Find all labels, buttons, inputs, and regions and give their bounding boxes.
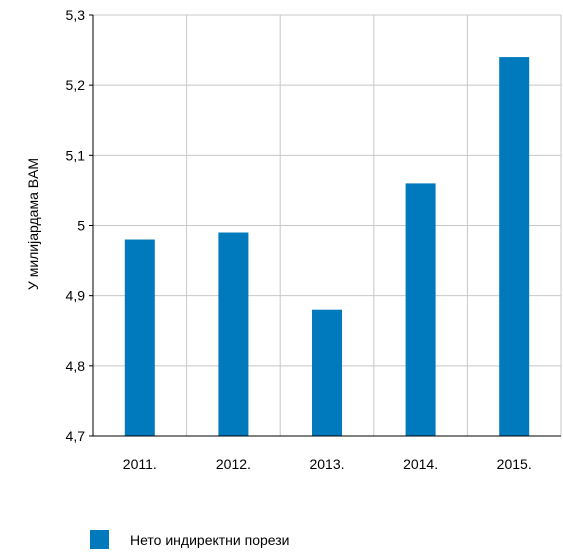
y-tick-label: 5,3 — [66, 7, 86, 23]
bar — [124, 239, 155, 436]
bar — [218, 232, 249, 436]
y-tick-label: 5 — [77, 218, 85, 234]
bar-chart: 4,7 4,8 4,9 5 5,1 5,2 5,3 2011. 2012. 2013. 2014.… — [25, 7, 562, 472]
legend: Нето индиректни порези — [90, 530, 289, 549]
x-tick-label: 2011. — [123, 456, 157, 472]
x-tick-label: 2013. — [309, 456, 344, 472]
bar — [405, 183, 436, 436]
x-tick-label: 2014. — [403, 456, 438, 472]
bar — [499, 57, 530, 436]
x-tick-label: 2015. — [497, 456, 532, 472]
y-tick-label: 5,2 — [66, 77, 86, 93]
bar-series — [124, 57, 530, 436]
y-tick-label: 4,8 — [66, 358, 86, 374]
x-tick-labels: 2011. 2012. 2013. 2014. 2015. — [123, 456, 532, 472]
y-tick-labels: 4,7 4,8 4,9 5 5,1 5,2 5,3 — [66, 7, 86, 444]
x-tick-label: 2012. — [216, 456, 251, 472]
y-tick-label: 5,1 — [66, 147, 86, 163]
legend-label: Нето индиректни порези — [130, 531, 290, 548]
grid-lines — [93, 14, 562, 436]
y-tick-label: 4,7 — [66, 428, 86, 444]
y-axis-label: У милијардама BAM — [25, 158, 41, 290]
axes — [89, 14, 561, 437]
legend-swatch — [90, 530, 109, 549]
y-tick-label: 4,9 — [66, 288, 86, 304]
bar — [312, 309, 342, 436]
